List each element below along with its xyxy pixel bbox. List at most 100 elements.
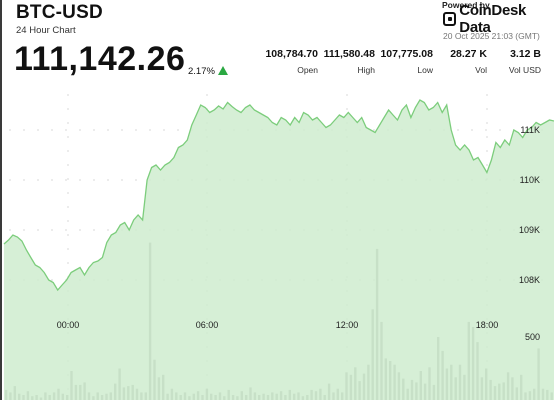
stat-vol-usd-label: Vol USD [508, 65, 541, 75]
grid-dot [93, 229, 95, 231]
grid-dot [149, 129, 151, 131]
grid-dot [67, 164, 69, 166]
grid-dot [67, 248, 69, 250]
grid-dot [457, 129, 459, 131]
current-price: 111,142.26 [14, 40, 186, 78]
stat-low-label: Low [417, 65, 433, 75]
grid-dot [486, 150, 488, 152]
x-tick-label: 12:00 [336, 320, 359, 330]
grid-dot [486, 164, 488, 166]
grid-dot [67, 122, 69, 124]
grid-dot [346, 108, 348, 110]
chart-subtitle: 24 Hour Chart [16, 25, 76, 36]
grid-dot [67, 150, 69, 152]
grid-dot [177, 129, 179, 131]
volume-tick-label: 500 [525, 332, 540, 342]
stat-open-value: 108,784.70 [265, 48, 318, 60]
grid-dot [23, 129, 25, 131]
grid-dot [485, 129, 487, 131]
left-edge-bar [0, 0, 2, 400]
x-tick-label: 18:00 [476, 320, 499, 330]
stat-open-label: Open [297, 65, 318, 75]
grid-dot [79, 179, 81, 181]
chart-title: BTC-USD [16, 2, 103, 23]
x-tick-label: 00:00 [57, 320, 80, 330]
grid-dot [9, 129, 11, 131]
grid-dot [65, 179, 67, 181]
grid-dot [79, 129, 81, 131]
grid-dot [67, 192, 69, 194]
grid-dot [51, 129, 53, 131]
timestamp: 20 Oct 2025 21:03 (GMT) [443, 31, 540, 41]
stat-open: 108,784.70 Open [258, 48, 318, 75]
stat-vol-label: Vol [475, 65, 487, 75]
grid-dot [471, 129, 473, 131]
grid-dot [93, 129, 95, 131]
grid-dot [23, 179, 25, 181]
grid-dot [23, 229, 25, 231]
grid-dot [67, 234, 69, 236]
grid-dot [67, 178, 69, 180]
x-axis-ticks: 00:00 06:00 12:00 18:00 [57, 320, 499, 330]
up-arrow-icon [218, 66, 228, 75]
grid-dot [51, 229, 53, 231]
grid-dot [163, 129, 165, 131]
grid-dot [107, 129, 109, 131]
stat-high-value: 111,580.48 [323, 48, 375, 60]
stat-vol: 28.27 K Vol [445, 48, 487, 75]
grid-dot [37, 229, 39, 231]
x-tick-label: 06:00 [196, 320, 219, 330]
stat-low-value: 107,775.08 [380, 48, 433, 60]
coindesk-logo-text: CoinDesk Data [459, 2, 527, 36]
price-line [3, 99, 554, 292]
grid-dot [486, 94, 488, 96]
grid-dot [93, 179, 95, 181]
grid-dot [121, 129, 123, 131]
grid-dot [67, 108, 69, 110]
stat-high-label: High [357, 65, 375, 75]
grid-dot [67, 220, 69, 222]
y-tick-label: 109K [519, 225, 540, 235]
y-axis-ticks: 108K 109K 110K 111K [519, 125, 540, 285]
grid-dot [135, 179, 137, 181]
grid-dot [486, 108, 488, 110]
grid-dot [51, 279, 53, 281]
grid-dot [135, 129, 137, 131]
grid-dot [499, 129, 501, 131]
grid-dot [206, 94, 208, 96]
grid-dot [373, 129, 375, 131]
grid-dot [67, 94, 69, 96]
stat-vol-usd-value: 3.12 B [510, 48, 541, 60]
price-area [4, 100, 554, 400]
grid-dot [107, 229, 109, 231]
change-percent: 2.17% [188, 66, 215, 77]
stat-high: 111,580.48 High [315, 48, 375, 75]
grid-dot [486, 136, 488, 138]
grid-dot [107, 179, 109, 181]
grid-dot [65, 229, 67, 231]
grid-dot [9, 229, 11, 231]
grid-dot [65, 129, 67, 131]
grid-dot [37, 179, 39, 181]
grid-dot [346, 94, 348, 96]
grid-dot [67, 206, 69, 208]
grid-dot [67, 136, 69, 138]
stat-vol-value: 28.27 K [450, 48, 487, 60]
stat-vol-usd: 3.12 B Vol USD [496, 48, 541, 75]
grid-dot [67, 262, 69, 264]
volume-axis-ticks: 500 [525, 332, 540, 342]
powered-by-label: Powered by [442, 0, 490, 10]
grid-dot [9, 179, 11, 181]
grid-dot [486, 122, 488, 124]
coindesk-logo[interactable]: CoinDesk Data [443, 2, 554, 36]
grid-dot [121, 179, 123, 181]
y-tick-label: 110K [520, 175, 540, 185]
stat-low: 107,775.08 Low [373, 48, 433, 75]
y-tick-label: 111K [520, 125, 540, 135]
grid-dot [79, 229, 81, 231]
grid-dot [37, 129, 39, 131]
grid-dot [51, 179, 53, 181]
y-tick-label: 108K [519, 275, 540, 285]
coindesk-logo-icon [443, 12, 457, 26]
